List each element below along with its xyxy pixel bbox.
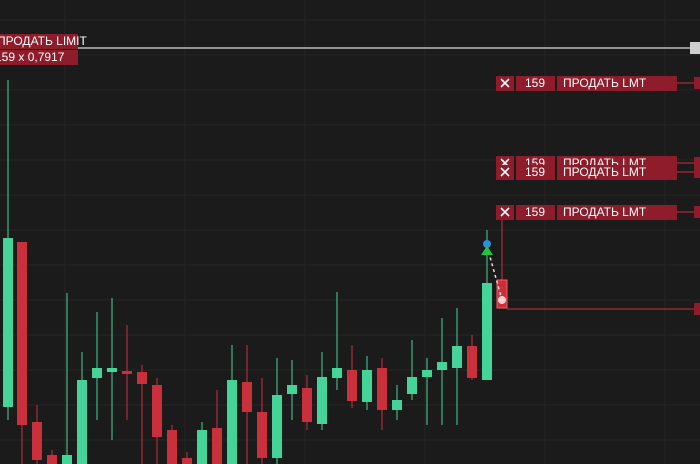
candles [3,80,508,464]
candle-body [32,422,42,460]
order-marker [694,157,700,169]
order-qty-box[interactable] [516,76,555,91]
candle-body [392,400,402,410]
candle-body [17,242,27,425]
candle-body [197,430,207,464]
cancel-icon [500,207,510,217]
buy-arrow [481,246,493,255]
candle-body [242,382,252,412]
candle-body [182,458,192,464]
candle-body [362,370,372,402]
candle-body [437,362,447,370]
candle-body [167,430,177,464]
pending-order-detail: 159 x 0,7917 [0,50,65,64]
candle-body [407,377,417,394]
drag-start-dot [483,240,491,248]
pending-order-marker [690,42,700,54]
candle-body [377,368,387,410]
order-labels: 159 ПРОДАТЬ LMT 159 ПРОДАТЬ LMT 159 ПРОДАТЬ L… [496,76,700,315]
candle-body [3,238,13,407]
order-qty: 159 [525,165,545,179]
pending-order-detail-box [0,50,78,65]
candle-body [137,372,147,384]
order-label: ПРОДАТЬ LMT [563,76,647,90]
candle-body [332,368,342,378]
drag-end-dot [498,296,506,304]
candle-body [92,368,102,378]
order-qty: 159 [525,76,545,90]
candle-body [452,346,462,368]
candle-body [317,377,327,424]
order-marker [694,303,700,315]
candle-body [422,370,432,377]
order-label-box[interactable] [557,165,677,180]
pending-order-title-box [0,34,78,49]
order-label: ПРОДАТЬ LMT [563,205,647,219]
pending-order-title: ПРОДАТЬ LIMIT [0,34,88,48]
cancel-icon [500,167,510,177]
candle-body [47,455,57,464]
order-marker [694,166,700,178]
candle-body [272,395,282,458]
order-label-box[interactable] [557,76,677,91]
candle-body [347,370,357,401]
candle-body [107,368,117,372]
candle-body [287,385,297,394]
candle-body [62,455,72,464]
candle-body [227,380,237,464]
selected-candle [496,279,508,309]
candle-body [482,283,492,380]
order-qty-box[interactable] [516,165,555,180]
order-label: ПРОДАТЬ LMT [563,165,647,179]
order-qty: 159 [525,205,545,219]
candle-body [257,412,267,458]
order-label-box[interactable] [557,205,677,220]
candle-body [122,371,132,374]
candle-body [467,346,477,378]
order-qty-box[interactable] [516,205,555,220]
candle-body [152,385,162,437]
candle-body [212,428,222,464]
cancel-icon [500,78,510,88]
order-marker [694,77,700,89]
candle-body [77,380,87,464]
order-marker [694,206,700,218]
candle-body [302,388,312,422]
